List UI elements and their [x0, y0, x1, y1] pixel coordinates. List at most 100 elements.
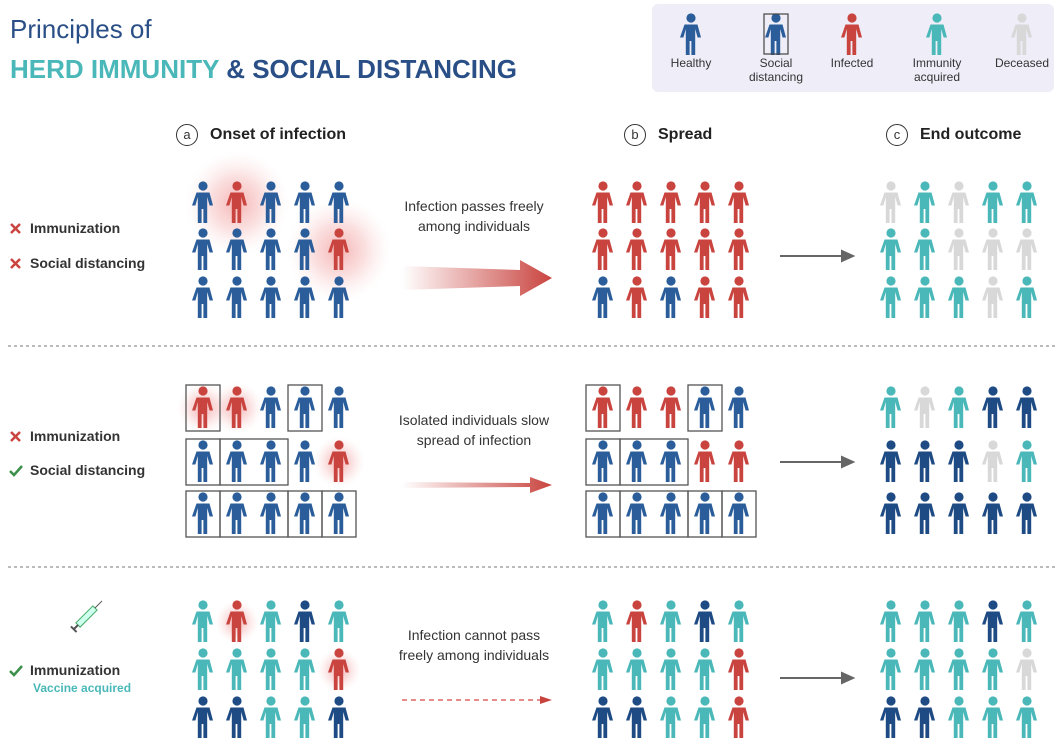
legend-label: Infected: [814, 56, 890, 70]
title-part: HERD IMMUNITY: [10, 54, 219, 84]
condition-subtitle: Vaccine acquired: [33, 681, 131, 695]
person-icon: [880, 181, 901, 223]
condition-label: Immunization: [30, 220, 120, 236]
person-icon: [592, 600, 613, 642]
person-icon: [948, 492, 969, 534]
person-icon: [694, 228, 715, 270]
person-icon: [914, 696, 935, 738]
person-icon: [328, 386, 349, 428]
person-icon: [226, 276, 247, 318]
person-icon: [294, 648, 315, 690]
arrow: [540, 696, 552, 704]
legend-label: Deceased: [984, 56, 1060, 70]
person-icon: [880, 386, 901, 428]
condition-label: Social distancing: [30, 255, 145, 271]
condition-label: Social distancing: [30, 462, 145, 478]
person-icon: [880, 492, 901, 534]
transition-text: Infection passes freely among individual…: [389, 196, 559, 236]
person-icon: [592, 648, 613, 690]
person-icon: [592, 228, 613, 270]
person-icon: [1016, 386, 1037, 428]
cross-icon: [11, 259, 20, 268]
person-icon: [626, 386, 647, 428]
person-icon: [948, 228, 969, 270]
person-icon: [260, 440, 281, 482]
person-icon: [592, 386, 613, 428]
person-icon: [328, 696, 349, 738]
person-icon: [660, 696, 681, 738]
person-icon: [260, 696, 281, 738]
check-icon: [10, 666, 22, 675]
person-icon: [592, 696, 613, 738]
person-icon: [728, 600, 749, 642]
person-icon: [880, 648, 901, 690]
person-icon: [1016, 276, 1037, 318]
person-icon: [660, 440, 681, 482]
person-icon: [328, 492, 349, 534]
person-icon: [626, 696, 647, 738]
person-icon: [1016, 648, 1037, 690]
person-icon: [694, 440, 715, 482]
person-icon: [660, 600, 681, 642]
person-icon: [1016, 492, 1037, 534]
person-icon: [982, 440, 1003, 482]
cross-icon: [11, 432, 20, 441]
person-icon: [260, 276, 281, 318]
person-icon: [948, 440, 969, 482]
legend-label: Healthy: [653, 56, 729, 70]
person-icon: [192, 492, 213, 534]
person-icon: [880, 228, 901, 270]
person-icon: [728, 648, 749, 690]
person-icon: [914, 440, 935, 482]
person-icon: [1016, 181, 1037, 223]
person-icon: [982, 492, 1003, 534]
person-icon: [226, 440, 247, 482]
person-icon: [982, 386, 1003, 428]
person-icon: [626, 276, 647, 318]
person-icon: [626, 181, 647, 223]
person-icon: [192, 648, 213, 690]
transition-text: Isolated individuals slow spread of infe…: [389, 410, 559, 450]
person-icon: [592, 276, 613, 318]
cross-icon: [11, 224, 20, 233]
person-icon: [914, 228, 935, 270]
column-letter: c: [886, 124, 908, 146]
person-icon: [728, 696, 749, 738]
person-icon: [1016, 228, 1037, 270]
legend-label: Social distancing: [738, 56, 814, 84]
condition-label: Immunization: [30, 428, 120, 444]
person-icon: [660, 386, 681, 428]
person-icon: [948, 648, 969, 690]
person-icon: [914, 648, 935, 690]
person-icon: [694, 181, 715, 223]
arrow: [402, 477, 552, 493]
check-icon: [10, 466, 22, 475]
person-icon: [1016, 440, 1037, 482]
person-icon: [294, 386, 315, 428]
person-icon: [728, 386, 749, 428]
person-icon: [880, 276, 901, 318]
person-icon: [914, 600, 935, 642]
condition-label: Immunization: [30, 662, 120, 678]
person-icon: [294, 696, 315, 738]
person-icon: [694, 386, 715, 428]
person-icon: [592, 492, 613, 534]
person-icon: [328, 600, 349, 642]
transition-text: Infection cannot pass freely among indiv…: [389, 625, 559, 665]
person-icon: [592, 440, 613, 482]
person-icon: [626, 648, 647, 690]
person-icon: [260, 600, 281, 642]
person-icon: [626, 600, 647, 642]
person-icon: [694, 648, 715, 690]
column-title: Spread: [658, 126, 712, 144]
person-icon: [728, 181, 749, 223]
person-icon: [982, 696, 1003, 738]
person-icon: [880, 696, 901, 738]
person-icon: [914, 492, 935, 534]
column-title: End outcome: [920, 126, 1021, 144]
person-icon: [192, 696, 213, 738]
person-icon: [914, 276, 935, 318]
person-icon: [694, 600, 715, 642]
person-icon: [694, 276, 715, 318]
person-icon: [982, 648, 1003, 690]
